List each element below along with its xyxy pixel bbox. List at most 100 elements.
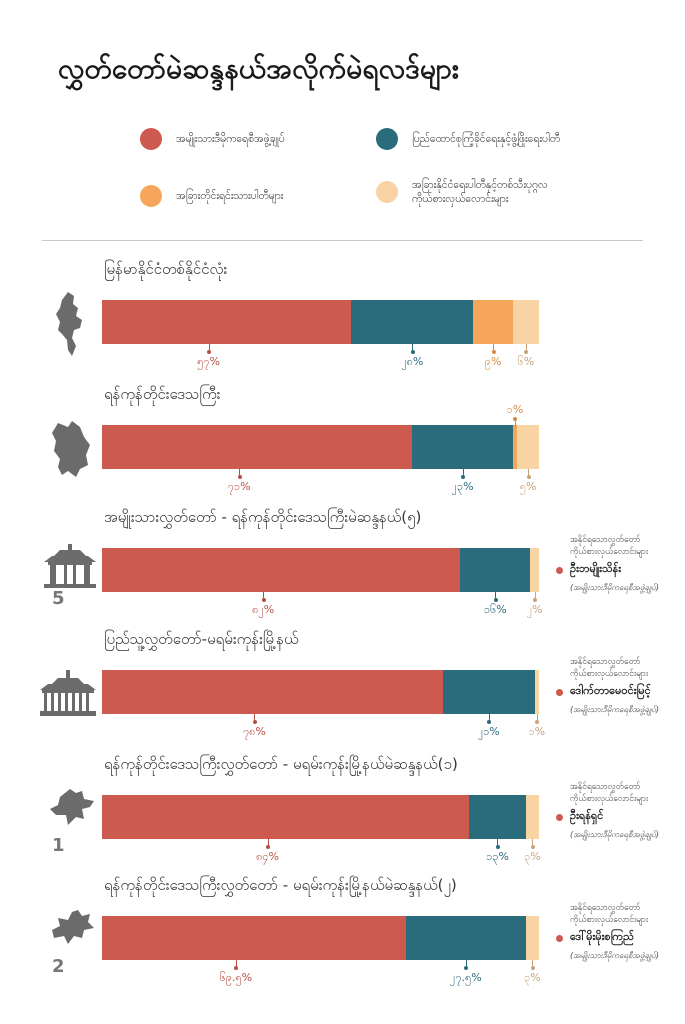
label-dot (234, 966, 239, 970)
label-dot (464, 966, 469, 970)
data-label-other: ၁% (528, 725, 546, 738)
bar-segment-usdp (460, 548, 531, 592)
label-dot (526, 475, 531, 479)
label-tick (208, 344, 210, 352)
row-title: မြန်မာနိုင်ငံတစ်နိုင်ငံလုံး (104, 260, 228, 278)
data-label-usdp: ၁၆% (483, 603, 507, 616)
label-tick (528, 469, 530, 477)
data-label-usdp: ၁၃% (486, 850, 509, 863)
legend-label: အခြားနိုင်ငံရေးပါတီနှင့်တစ်သီးပုဂ္ဂလကိုယ… (412, 179, 548, 205)
stacked-bar (102, 916, 539, 960)
bar-segment-usdp (442, 670, 535, 714)
data-label-usdp: ၂၈% (401, 355, 424, 368)
winner-box: အနိုင်ရသောလွှတ်တော်ကိုယ်စားလှယ်လောင်းမျာ… (556, 781, 681, 841)
winner-party: (အမျိုးသားဒီမိုကရေစီအဖွဲ့ချုပ်) (570, 583, 660, 592)
label-dot (410, 350, 415, 354)
label-tick (235, 960, 237, 968)
stacked-bar (102, 425, 539, 469)
label-tick (412, 344, 414, 352)
label-tick (536, 714, 538, 722)
legend-swatch-nld (140, 128, 162, 150)
label-tick (462, 469, 464, 477)
bar-segment-other (525, 916, 539, 960)
label-tick (525, 344, 527, 352)
winner-party: (အမျိုးသားဒီမိုကရေစီအဖွဲ့ချုပ်) (570, 830, 660, 839)
stacked-bar (102, 670, 539, 714)
data-label-other: ၂% (526, 603, 543, 616)
constituency-number: 5 (52, 588, 65, 609)
stacked-bar (102, 300, 539, 344)
label-tick (239, 469, 241, 477)
label-dot (535, 720, 540, 724)
divider (42, 240, 643, 241)
label-dot (493, 598, 498, 602)
bar-segment-nld (102, 670, 443, 714)
data-label-usdp: ၂၃% (451, 480, 474, 493)
legend-swatch-other (376, 181, 398, 203)
winner-row: ဦးဘမျိုးသိန်း (556, 562, 681, 578)
township-map-1-icon (48, 787, 96, 831)
township-map-2-icon (48, 908, 96, 952)
bar-segment-ethnic (512, 425, 518, 469)
legend-item-usdp: ပြည်ထောင်စုကြံ့ခိုင်ရေးနှင့်ဖွံ့ဖြိုးရေး… (376, 128, 560, 150)
label-dot (524, 350, 529, 354)
winner-box: အနိုင်ရသောလွှတ်တော်ကိုယ်စားလှယ်လောင်းမျာ… (556, 656, 681, 716)
label-tick (488, 714, 490, 722)
chart-row: အမျိုးသားလွှတ်တော် - ရန်ကုန်တိုင်းဒေသကြီ… (0, 508, 685, 628)
data-label-nld: ၈၂% (252, 603, 275, 616)
label-dot (461, 475, 466, 479)
label-dot (266, 845, 271, 849)
legend-swatch-usdp (376, 128, 398, 150)
label-dot (513, 417, 518, 421)
data-label-nld: ၈၄% (256, 850, 279, 863)
winner-caption: အနိုင်ရသောလွှတ်တော်ကိုယ်စားလှယ်လောင်းမျာ… (570, 903, 649, 925)
data-label-other: ၅% (519, 480, 537, 493)
bar-segment-other (530, 548, 539, 592)
legend-item-nld: အမျိုးသားဒီမိုကရေစီအဖွဲ့ချုပ် (140, 128, 285, 150)
bar-segment-other (512, 300, 539, 344)
data-label-nld: ၇၁% (227, 480, 251, 493)
data-label-nld: ၆၉.၅% (219, 971, 253, 984)
legend: အမျိုးသားဒီမိုကရေစီအဖွဲ့ချုပ် ပြည်ထောင်စ… (140, 128, 610, 218)
winner-party-dot (556, 566, 563, 574)
winner-row: ဒေါက်တာမေဝင်းမြင့် (556, 684, 681, 700)
data-label-nld: ၇၈% (242, 725, 266, 738)
label-dot (487, 720, 492, 724)
chart-row: ရန်ကုန်တိုင်းဒေသကြီးလွှတ်တော် - မရမ်းကုန… (0, 876, 685, 996)
chart-row: ပြည်သူ့လွှတ်တော်-မရမ်းကုန်းမြို့နယ်၇၈% ၂၁… (0, 630, 685, 750)
label-tick (465, 960, 467, 968)
label-tick (267, 839, 269, 847)
bar-segment-usdp (469, 795, 526, 839)
label-tick (532, 960, 534, 968)
winner-party: (အမျိုးသားဒီမိုကရေစီအဖွဲ့ချုပ်) (570, 705, 660, 714)
stacked-bar (102, 795, 539, 839)
bar-segment-ethnic (473, 300, 513, 344)
winner-party: (အမျိုးသားဒီမိုကရေစီအဖွဲ့ချုပ်) (570, 951, 660, 960)
bar-segment-other (517, 425, 539, 469)
page-title: လွှတ်တော်မဲဆန္ဒနယ်အလိုက်မဲရလဒ်များ (58, 52, 460, 85)
winner-caption: အနိုင်ရသောလွှတ်တော်ကိုယ်စားလှယ်လောင်းမျာ… (570, 657, 649, 679)
chart-row: မြန်မာနိုင်ငံတစ်နိုင်ငံလုံး ၅၇% ၂၈% ၉% ၆% (0, 260, 685, 380)
data-label-usdp: ၂၁% (477, 725, 500, 738)
winner-name: ဦးရန်ရှင် (570, 809, 604, 822)
bar-segment-other (534, 670, 539, 714)
pavilion-icon (38, 670, 98, 720)
label-tick (495, 592, 497, 600)
myanmar-map-icon (50, 290, 90, 364)
label-dot (207, 350, 212, 354)
data-label-nld: ၅၇% (197, 355, 220, 368)
row-title: ပြည်သူ့လွှတ်တော်-မရမ်းကုန်းမြို့နယ် (104, 630, 299, 648)
winner-box: အနိုင်ရသောလွှတ်တော်ကိုယ်စားလှယ်လောင်းမျာ… (556, 902, 681, 962)
bar-segment-nld (102, 425, 413, 469)
label-tick (532, 839, 534, 847)
winner-box: အနိုင်ရသောလွှတ်တော်ကိုယ်စားလှယ်လောင်းမျာ… (556, 534, 681, 594)
label-dot (261, 598, 266, 602)
data-label-usdp: ၂၇.၅% (449, 971, 482, 984)
bar-segment-nld (102, 795, 470, 839)
bar-segment-nld (102, 548, 461, 592)
bar-segment-other (525, 795, 539, 839)
constituency-number: 1 (52, 835, 65, 856)
data-label-other: ၃% (524, 971, 541, 984)
winner-name: ဦးဘမျိုးသိန်း (570, 562, 622, 575)
winner-party-dot (556, 813, 563, 821)
